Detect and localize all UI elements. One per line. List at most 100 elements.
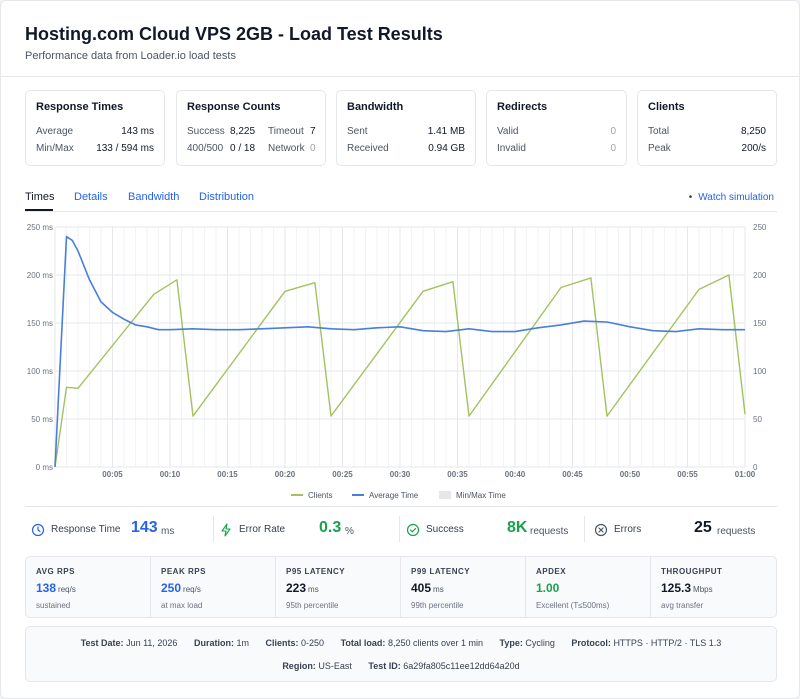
legend-average-time-label: Average Time [369,491,419,500]
sent-label: Sent [347,126,368,137]
clients-series-line [54,274,746,468]
tab-details[interactable]: Details [74,191,108,203]
info-label: Protocol: [571,638,611,648]
chart-lines [54,235,746,468]
check-circle-icon [406,523,420,537]
tab-times[interactable]: Times [25,191,55,203]
metric-title: P95 LATENCY [286,567,346,576]
info-value: 1m [236,638,249,648]
info-label: Total load: [340,638,386,648]
stat-response-time: Response Time 143 ms [31,518,181,542]
metric-p99-latency: P99 LATENCY 405 ms 99th percentile [401,557,526,617]
network-label: Network [268,143,305,154]
average-label: Average [36,126,74,137]
x-tick-label: 00:15 [217,470,238,479]
metric-value: 250 req/s [161,581,201,595]
x-tick-label: 00:30 [390,470,411,479]
stat-value: 8K [507,519,528,536]
error-counts-value: 0 / 18 [230,143,256,154]
metric-throughput: THROUGHPUT 125.3 Mbps avg transfer [651,557,776,617]
metric-value: 125.3 Mbps [661,581,713,595]
card-response-times: Response Times Average 143 ms Min/Max 13… [25,90,165,166]
peak-label: Peak [648,143,671,154]
stat-label: Error Rate [239,524,286,535]
y-tick-label-right: 150 [753,319,767,328]
info-row: Test Date: Jun 11, 2026 Duration: 1m Cli… [26,638,776,648]
info-test-id: Test ID: 6a29fa805c11ee12dd64a20d [368,661,519,671]
info-protocol: Protocol: HTTPS · HTTP/2 · TLS 1.3 [571,638,721,648]
y-tick-label-left: 250 ms [27,223,53,232]
y-tick-label-left: 150 ms [27,319,53,328]
valid-label: Valid [497,126,519,137]
y-tick-label-left: 200 ms [27,271,53,280]
metric-subtitle: at max load [161,601,203,610]
metric-number: 1.00 [536,581,560,595]
metric-p95-latency: P95 LATENCY 223 ms 95th percentile [276,557,401,617]
error-counts-label: 400/500 [187,143,224,154]
lightning-icon [221,523,231,537]
info-value: Cycling [525,638,555,648]
card-title: Response Counts [187,101,281,113]
divider [213,516,214,542]
divider [399,516,400,542]
stat-unit: ms [161,526,175,537]
info-clients: Clients: 0-250 [266,638,325,648]
info-value: 8,250 clients over 1 min [387,638,484,648]
info-value: Jun 11, 2026 [126,638,178,648]
metric-title: THROUGHPUT [661,567,723,576]
page-subtitle: Performance data from Loader.io load tes… [25,50,236,62]
card-title: Response Times [36,101,124,113]
stat-value: 0.3 [319,519,342,536]
bullet-icon: • [688,192,693,203]
tab-distribution[interactable]: Distribution [199,191,255,203]
info-label: Region: [282,661,316,671]
info-total-load: Total load: 8,250 clients over 1 min [341,638,483,648]
metric-apdex: APDEX 1.00 Excellent (T≤500ms) [526,557,651,617]
y-tick-label-right: 100 [753,367,767,376]
valid-value: 0 [610,126,616,137]
timeout-label: Timeout [268,126,304,137]
watch-simulation-link[interactable]: • Watch simulation [689,192,774,203]
metric-number: 125.3 [661,581,692,595]
x-tick-label: 00:55 [677,470,698,479]
stat-unit: requests [530,526,569,537]
card-clients: Clients Total 8,250 Peak 200/s [637,90,777,166]
stat-unit: requests [717,526,756,537]
y-tick-label-left: 0 ms [36,463,53,472]
y-tick-label-right: 200 [753,271,767,280]
metric-unit: Mbps [693,585,713,594]
success-label: Success [187,126,225,137]
info-label: Duration: [193,638,234,648]
average-time-series-line [54,235,745,468]
info-row: Region: US-East Test ID: 6a29fa805c11ee1… [26,661,776,671]
info-value: 0-250 [301,638,325,648]
x-tick-label: 00:25 [332,470,353,479]
stats-divider [25,506,777,507]
metric-avg-rps: AVG RPS 138 req/s sustained [26,557,151,617]
load-test-chart: 0 ms 0 50 ms 50 100 ms 100 150 ms 150 200 ms 200 2… [27,223,767,500]
metric-subtitle: sustained [36,601,71,610]
card-title: Bandwidth [347,101,404,113]
x-tick-label: 00:20 [275,470,296,479]
clock-icon [31,523,45,537]
metric-number: 250 [161,581,182,595]
minmax-value: 133 / 594 ms [96,143,154,154]
y-tick-label-left: 100 ms [27,367,53,376]
success-value: 8,225 [230,126,256,137]
info-type: Type: Cycling [500,638,555,648]
legend-min-max-time-label: Min/Max Time [456,491,506,500]
info-test-date: Test Date: Jun 11, 2026 [81,638,178,648]
info-value: US-East [318,661,352,671]
x-tick-label: 00:45 [562,470,583,479]
metric-value: 223 ms [286,581,319,595]
card-title: Clients [648,101,685,113]
metric-number: 223 [286,581,307,595]
metric-title: APDEX [536,567,567,576]
info-label: Type: [499,638,523,648]
tab-bandwidth[interactable]: Bandwidth [128,191,180,203]
legend-min-max-time-swatch [439,491,451,499]
x-tick-label: 00:50 [620,470,641,479]
metric-value: 405 ms [411,581,444,595]
info-value: HTTPS · HTTP/2 · TLS 1.3 [613,638,722,648]
